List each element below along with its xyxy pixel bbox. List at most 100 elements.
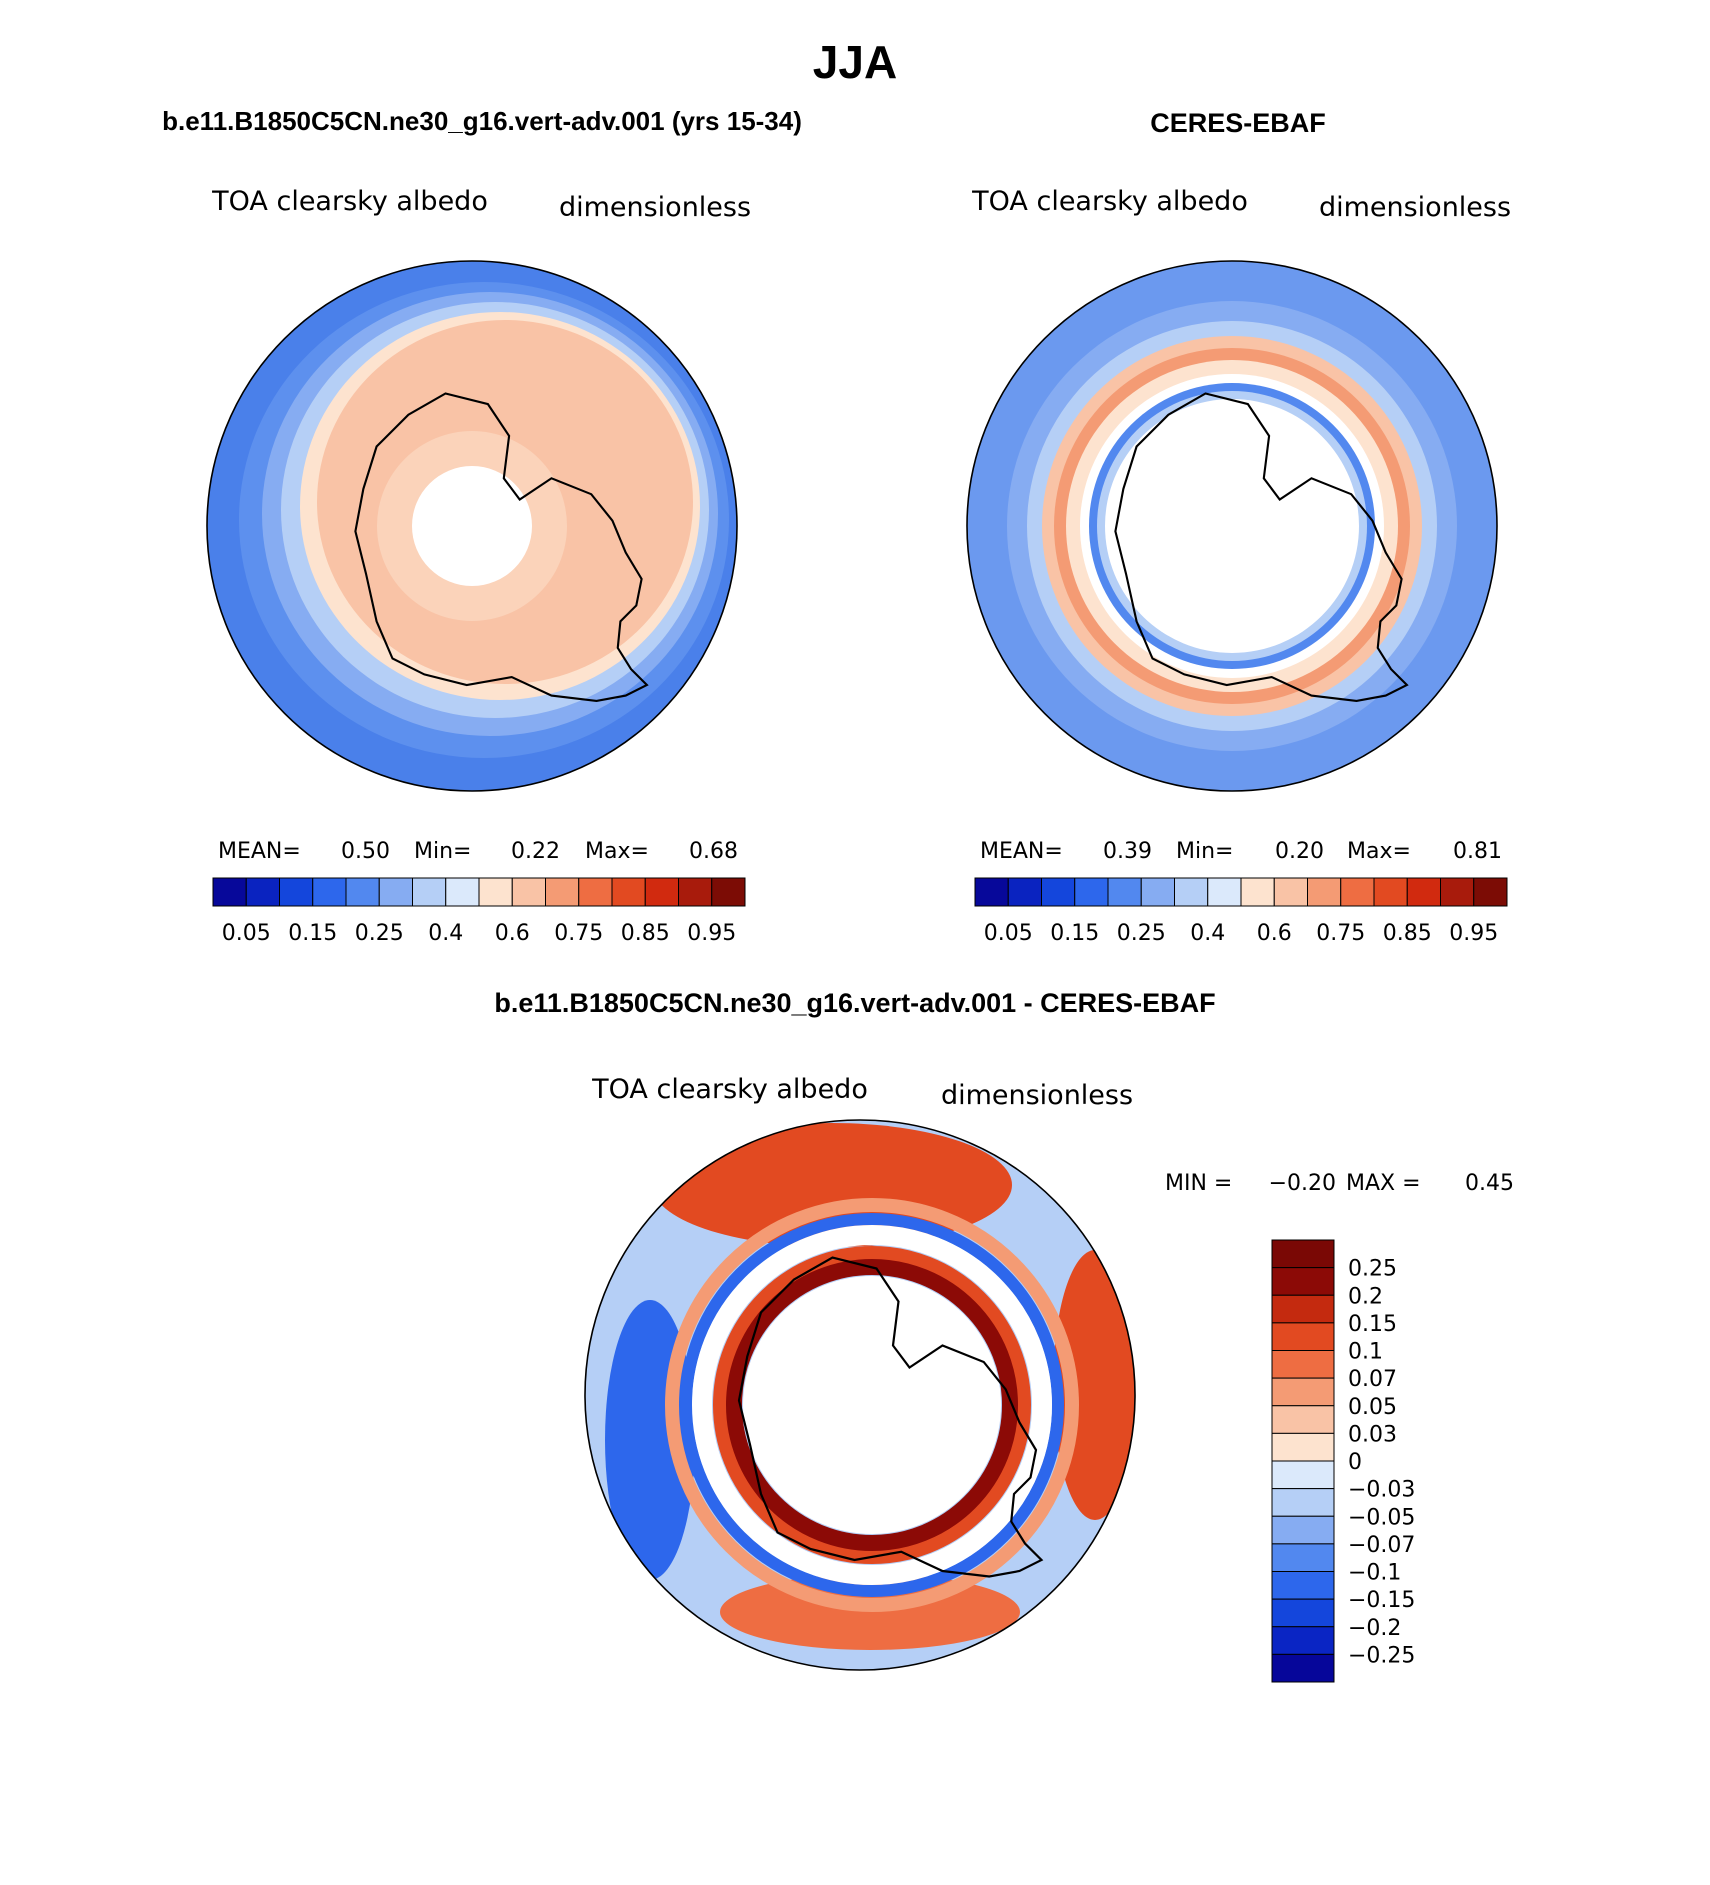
obs-colorbar-label: 0.6: [1257, 921, 1292, 946]
model-colorbar-box: [511, 877, 546, 907]
diff-colorbar-label: 0.03: [1348, 1422, 1397, 1447]
diff-panel-title: b.e11.B1850C5CN.ne30_g16.vert-adv.001 - …: [494, 988, 1215, 1018]
obs-colorbar-box: [1473, 877, 1508, 907]
diff-colorbar-label: −0.1: [1348, 1561, 1401, 1586]
obs-panel: CERES-EBAF TOA clearsky albedo dimension…: [966, 108, 1511, 946]
model-colorbar-box: [378, 877, 413, 907]
model-colorbar-box: [611, 877, 646, 907]
obs-panel-title: CERES-EBAF: [1150, 108, 1326, 138]
diff-field-positive-east: [1053, 1250, 1135, 1520]
diff-colorbar-label: −0.05: [1348, 1505, 1415, 1530]
obs-colorbar-labels: 0.05 0.15 0.25 0.4 0.6 0.75 0.85 0.95: [984, 921, 1498, 946]
diff-colorbar-label: −0.2: [1348, 1616, 1401, 1641]
model-map-boundary: [206, 260, 738, 792]
model-colorbar-label: 0.85: [621, 921, 670, 946]
diff-colorbar-box: [1271, 1377, 1335, 1407]
obs-units-label: dimensionless: [1319, 192, 1511, 223]
model-panel-title: b.e11.B1850C5CN.ne30_g16.vert-adv.001 (y…: [162, 106, 802, 136]
model-colorbar-box: [644, 877, 679, 907]
diff-colorbar-box: [1271, 1653, 1335, 1683]
diff-variable-label: TOA clearsky albedo: [591, 1074, 868, 1105]
diff-colorbar-box: [1271, 1239, 1335, 1269]
model-colorbar-label: 0.4: [428, 921, 463, 946]
diff-units-label: dimensionless: [941, 1080, 1133, 1111]
diff-colorbar-box: [1271, 1543, 1335, 1572]
model-min-value: 0.22: [511, 839, 560, 864]
obs-colorbar-box: [1273, 877, 1308, 907]
obs-colorbar-box: [1140, 877, 1175, 907]
obs-min-value: 0.20: [1275, 839, 1324, 864]
diff-colorbar-label: −0.15: [1348, 1588, 1415, 1613]
diff-colorbar-label: −0.25: [1348, 1643, 1415, 1668]
diff-colorbar-label: 0.25: [1348, 1257, 1397, 1282]
obs-max-value: 0.81: [1453, 839, 1502, 864]
diff-polar-map: [585, 1120, 1135, 1670]
obs-field-missing-cap: [1105, 399, 1359, 653]
model-colorbar-label: 0.05: [222, 921, 271, 946]
obs-colorbar-box: [1440, 877, 1475, 907]
model-colorbar-box: [711, 877, 746, 907]
diff-colorbar-box: [1271, 1598, 1335, 1628]
diff-colorbar: [1271, 1239, 1335, 1683]
obs-colorbar-box: [1074, 877, 1109, 907]
model-variable-label: TOA clearsky albedo: [211, 186, 488, 217]
model-colorbar-box: [245, 877, 280, 907]
model-colorbar-label: 0.15: [288, 921, 337, 946]
obs-colorbar-label: 0.25: [1117, 921, 1166, 946]
diff-colorbar-label: 0.1: [1348, 1340, 1383, 1365]
diff-colorbar-label: 0.2: [1348, 1284, 1383, 1309]
diff-colorbar-label: 0.15: [1348, 1312, 1397, 1337]
obs-colorbar-box: [1373, 877, 1408, 907]
diff-colorbar-box: [1271, 1626, 1335, 1655]
diff-field-missing-ring: [692, 1225, 1052, 1585]
model-colorbar-box: [312, 877, 347, 907]
obs-colorbar-box: [1174, 877, 1209, 907]
diff-colorbar-box: [1271, 1488, 1335, 1517]
obs-polar-map: [967, 261, 1497, 791]
obs-max-label: Max=: [1347, 839, 1411, 864]
diff-colorbar-label: 0.05: [1348, 1395, 1397, 1420]
model-colorbar-label: 0.75: [554, 921, 603, 946]
model-colorbar-box: [545, 877, 580, 907]
model-colorbar-box: [279, 877, 314, 907]
obs-colorbar-box: [1307, 877, 1342, 907]
model-colorbar-box: [345, 877, 380, 907]
model-colorbar-label: 0.25: [355, 921, 404, 946]
obs-colorbar-label: 0.85: [1383, 921, 1432, 946]
diff-field-ring-1: [665, 1198, 1079, 1612]
diff-colorbar-box: [1271, 1405, 1335, 1434]
obs-colorbar-box: [1240, 877, 1275, 907]
diff-colorbar-box: [1271, 1432, 1335, 1462]
obs-colorbar-box: [1406, 877, 1441, 907]
obs-variable-label: TOA clearsky albedo: [971, 186, 1248, 217]
diff-colorbar-label: −0.07: [1348, 1533, 1415, 1558]
diff-max-label: MAX =: [1346, 1171, 1421, 1196]
diff-min-value: −0.20: [1269, 1171, 1336, 1196]
diff-colorbar-box: [1271, 1571, 1335, 1600]
obs-colorbar-label: 0.75: [1316, 921, 1365, 946]
diff-colorbar-box: [1271, 1460, 1335, 1490]
diff-colorbar-box: [1271, 1294, 1335, 1324]
obs-colorbar-box: [1041, 877, 1076, 907]
diff-map-boundary: [584, 1119, 1136, 1671]
obs-colorbar-box: [974, 877, 1009, 907]
diff-field-missing-cap: [743, 1276, 1001, 1534]
obs-min-label: Min=: [1176, 839, 1233, 864]
model-mean-label: MEAN=: [218, 839, 301, 864]
model-polar-map: [207, 261, 737, 791]
diff-colorbar-box: [1271, 1515, 1335, 1545]
obs-colorbar: [974, 877, 1508, 907]
model-max-value: 0.68: [689, 839, 738, 864]
diff-colorbar-labels: 0.250.2 0.15 0.10.07 0.050.03 0 −0.03−0.05 −0.…: [1348, 1257, 1415, 1669]
obs-mean-label: MEAN=: [980, 839, 1063, 864]
model-mean-value: 0.50: [341, 839, 390, 864]
obs-colorbar-label: 0.15: [1050, 921, 1099, 946]
model-colorbar-box: [445, 877, 480, 907]
model-units-label: dimensionless: [559, 192, 751, 223]
diff-colorbar-box: [1271, 1322, 1335, 1351]
diff-min-label: MIN =: [1165, 1171, 1232, 1196]
diff-colorbar-label: 0: [1348, 1450, 1362, 1475]
model-panel: b.e11.B1850C5CN.ne30_g16.vert-adv.001 (y…: [162, 106, 802, 946]
model-colorbar: [212, 877, 746, 907]
